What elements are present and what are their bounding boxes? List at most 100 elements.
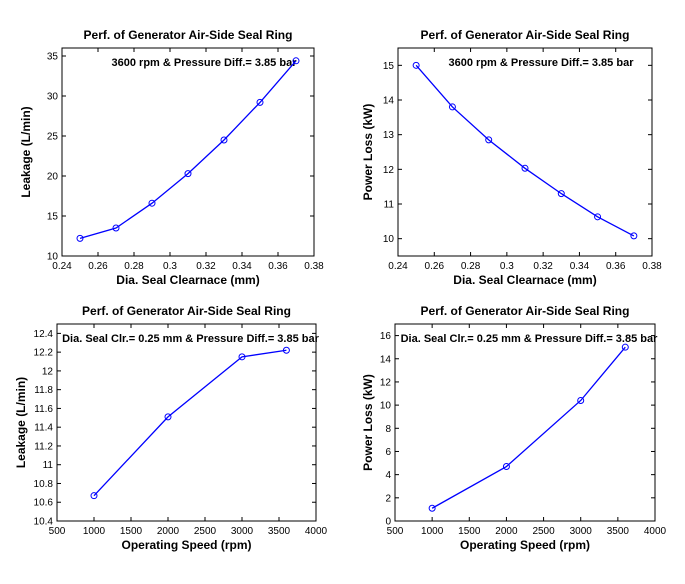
x-tick-label: 2000 bbox=[157, 526, 180, 537]
chart-annotation: Dia. Seal Clr.= 0.25 mm & Pressure Diff.… bbox=[62, 333, 320, 345]
y-tick-label: 35 bbox=[47, 52, 59, 63]
y-axis-label: Power Loss (kW) bbox=[361, 374, 375, 471]
x-tick-label: 0.3 bbox=[500, 261, 514, 272]
chart-annotation: Dia. Seal Clr.= 0.25 mm & Pressure Diff.… bbox=[401, 333, 659, 345]
data-point bbox=[630, 232, 638, 240]
x-tick-label: 4000 bbox=[644, 526, 667, 537]
y-tick-label: 10.6 bbox=[34, 498, 54, 509]
y-axis-label: Leakage (L/min) bbox=[14, 377, 28, 468]
x-tick-label: 2000 bbox=[495, 526, 518, 537]
y-tick-label: 12 bbox=[383, 165, 395, 176]
x-tick-label: 0.28 bbox=[461, 261, 481, 272]
y-tick-label: 10 bbox=[47, 252, 59, 263]
y-tick-label: 4 bbox=[385, 470, 391, 481]
data-point bbox=[282, 346, 290, 354]
subplot-1: 0.24 0.26 0.28 0.3 0.32 0.34 0.36 0.38 10 15 20 25 3… bbox=[19, 28, 324, 287]
x-tick-label: 4000 bbox=[305, 526, 328, 537]
y-tick-label: 30 bbox=[47, 92, 59, 103]
y-tick-label: 11 bbox=[384, 200, 395, 211]
x-tick-label: 0.28 bbox=[124, 261, 144, 272]
x-tick-label: 0.24 bbox=[52, 261, 72, 272]
y-tick-label: 10 bbox=[380, 401, 392, 412]
x-tick-label: 0.32 bbox=[533, 261, 553, 272]
y-tick-label: 15 bbox=[383, 61, 395, 72]
x-tick-label: 500 bbox=[49, 526, 66, 537]
y-tick-label: 12.2 bbox=[34, 348, 54, 359]
x-axis-label: Operating Speed (rpm) bbox=[121, 538, 251, 552]
subplot-4: 500 1000 1500 2000 2500 3000 3500 4000 0 2 4 6 8 10 12… bbox=[361, 304, 667, 552]
y-tick-label: 12 bbox=[42, 366, 54, 377]
axes-box bbox=[61, 47, 315, 257]
subplot-3: 500 1000 1500 2000 2500 3000 3500 4000 10.4 10.6 1… bbox=[14, 304, 328, 552]
x-axis-label: Dia. Seal Clearnace (mm) bbox=[116, 273, 259, 287]
data-point bbox=[112, 224, 120, 232]
y-axis-label: Leakage (L/min) bbox=[19, 106, 33, 197]
series-line bbox=[431, 346, 626, 509]
axes-box bbox=[397, 47, 653, 257]
y-tick-label: 16 bbox=[380, 331, 392, 342]
series-line bbox=[79, 60, 297, 240]
y-tick-label: 14 bbox=[383, 96, 395, 107]
y-tick-label: 10 bbox=[383, 234, 395, 245]
x-axis-label: Dia. Seal Clearnace (mm) bbox=[453, 273, 596, 287]
chart-annotation: 3600 rpm & Pressure Diff.= 3.85 bar bbox=[112, 57, 298, 69]
data-point bbox=[621, 343, 629, 351]
data-point bbox=[428, 504, 436, 512]
data-point bbox=[90, 492, 98, 500]
series-line bbox=[93, 349, 287, 497]
data-point bbox=[184, 170, 192, 178]
x-tick-label: 0.24 bbox=[388, 261, 408, 272]
y-tick-label: 10.8 bbox=[34, 479, 54, 490]
x-tick-label: 0.26 bbox=[88, 261, 108, 272]
data-point bbox=[521, 164, 529, 172]
y-tick-label: 0 bbox=[385, 517, 391, 528]
y-axis-label: Power Loss (kW) bbox=[361, 104, 375, 201]
y-tick-label: 2 bbox=[385, 493, 391, 504]
data-point bbox=[76, 234, 84, 242]
y-tick-label: 8 bbox=[385, 424, 391, 435]
x-tick-label: 0.38 bbox=[304, 261, 324, 272]
x-tick-label: 2500 bbox=[194, 526, 217, 537]
x-tick-label: 3500 bbox=[607, 526, 630, 537]
x-tick-label: 2500 bbox=[532, 526, 555, 537]
x-tick-label: 3000 bbox=[570, 526, 593, 537]
data-point bbox=[485, 136, 493, 144]
y-tick-label: 11.4 bbox=[34, 423, 53, 434]
x-tick-label: 0.36 bbox=[268, 261, 288, 272]
y-tick-label: 15 bbox=[47, 212, 59, 223]
y-tick-label: 10.4 bbox=[34, 517, 54, 528]
y-tick-label: 12 bbox=[380, 377, 392, 388]
x-tick-label: 500 bbox=[387, 526, 404, 537]
y-tick-label: 11.2 bbox=[34, 441, 53, 452]
x-axis-label: Operating Speed (rpm) bbox=[460, 538, 590, 552]
y-tick-label: 14 bbox=[380, 354, 392, 365]
chart-title: Perf. of Generator Air-Side Seal Ring bbox=[421, 28, 630, 42]
x-tick-label: 1000 bbox=[421, 526, 444, 537]
y-tick-label: 11.6 bbox=[34, 404, 53, 415]
x-tick-label: 0.26 bbox=[425, 261, 445, 272]
y-tick-label: 6 bbox=[385, 447, 391, 458]
y-tick-label: 25 bbox=[47, 132, 59, 143]
x-tick-label: 1500 bbox=[458, 526, 481, 537]
x-tick-label: 1500 bbox=[120, 526, 143, 537]
chart-title: Perf. of Generator Air-Side Seal Ring bbox=[421, 304, 630, 318]
data-point bbox=[448, 103, 456, 111]
chart-title: Perf. of Generator Air-Side Seal Ring bbox=[82, 304, 291, 318]
axes-box bbox=[394, 323, 656, 522]
axes-box bbox=[56, 323, 317, 522]
x-tick-label: 0.3 bbox=[163, 261, 177, 272]
y-tick-label: 11.8 bbox=[34, 385, 53, 396]
data-point bbox=[577, 396, 585, 404]
data-point bbox=[256, 98, 264, 106]
subplot-2: 0.24 0.26 0.28 0.3 0.32 0.34 0.36 0.38 10 11 12 13 1… bbox=[361, 28, 662, 287]
data-point bbox=[557, 190, 565, 198]
y-tick-label: 20 bbox=[47, 172, 59, 183]
series-line bbox=[415, 64, 635, 237]
x-tick-label: 0.38 bbox=[642, 261, 662, 272]
y-tick-label: 12.4 bbox=[34, 329, 54, 340]
chart-annotation: 3600 rpm & Pressure Diff.= 3.85 bar bbox=[449, 57, 635, 69]
x-tick-label: 1000 bbox=[83, 526, 106, 537]
data-point bbox=[238, 353, 246, 361]
x-tick-label: 3000 bbox=[231, 526, 254, 537]
